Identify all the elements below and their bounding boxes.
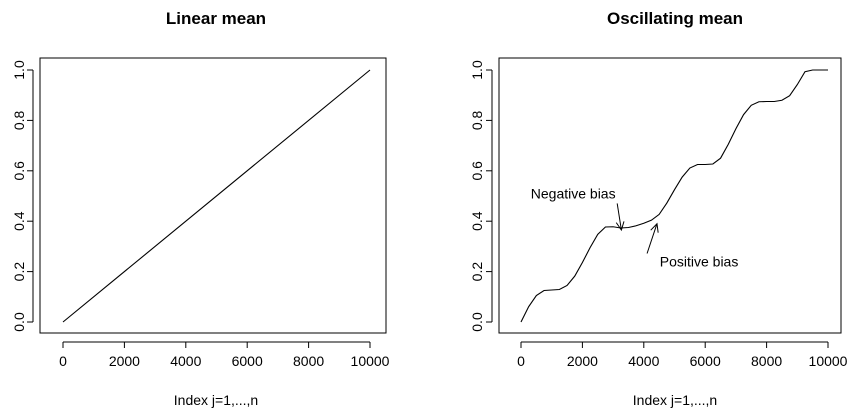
x-tick-label: 0 xyxy=(59,353,67,369)
y-tick-label: 0.2 xyxy=(469,262,485,282)
y-tick-label: 0.6 xyxy=(11,161,27,181)
y-tick-label: 1.0 xyxy=(11,60,27,80)
plot-frame xyxy=(498,57,842,334)
series-line xyxy=(520,69,828,323)
y-tick-label: 0.2 xyxy=(11,262,27,282)
annotation-text: Positive bias xyxy=(660,254,739,270)
annotation-arrow xyxy=(646,223,658,254)
y-tick-label: 0.4 xyxy=(11,211,27,231)
series-line xyxy=(62,69,371,323)
y-tick-label: 1.0 xyxy=(469,60,485,80)
panel-oscillating-mean: Oscillating mean 0 2000 4000 6000 8000 10000 0.… xyxy=(469,9,848,408)
annotation-text: Negative bias xyxy=(531,185,616,201)
x-tick-label: 4000 xyxy=(628,353,659,369)
x-tick-label: 6000 xyxy=(232,353,263,369)
x-tick-label: 4000 xyxy=(170,353,201,369)
x-axis-label: Index j=1,...,n xyxy=(174,392,258,408)
x-tick-label: 2000 xyxy=(567,353,598,369)
annotation-arrowhead xyxy=(650,222,659,233)
y-tick-label: 0.0 xyxy=(11,312,27,332)
x-tick-label: 0 xyxy=(517,353,525,369)
x-tick-label: 8000 xyxy=(751,353,782,369)
plot-frame xyxy=(39,57,387,334)
chart-title: Linear mean xyxy=(166,9,266,28)
x-tick-label: 10000 xyxy=(809,353,848,369)
annotation-arrowhead xyxy=(615,221,625,232)
x-axis-label: Index j=1,...,n xyxy=(633,392,717,408)
panel-linear-mean: Linear mean 0 2000 4000 6000 8000 10000 0.0 0.2 0… xyxy=(11,9,390,408)
annotation-arrow xyxy=(616,203,622,231)
x-tick-label: 2000 xyxy=(109,353,140,369)
y-tick-label: 0.4 xyxy=(469,211,485,231)
x-tick-label: 10000 xyxy=(351,353,390,369)
y-tick-label: 0.8 xyxy=(11,110,27,130)
x-tick-label: 6000 xyxy=(690,353,721,369)
y-tick-label: 0.0 xyxy=(469,312,485,332)
y-tick-label: 0.8 xyxy=(469,110,485,130)
chart-title: Oscillating mean xyxy=(607,9,743,28)
y-tick-label: 0.6 xyxy=(469,161,485,181)
x-tick-label: 8000 xyxy=(293,353,324,369)
